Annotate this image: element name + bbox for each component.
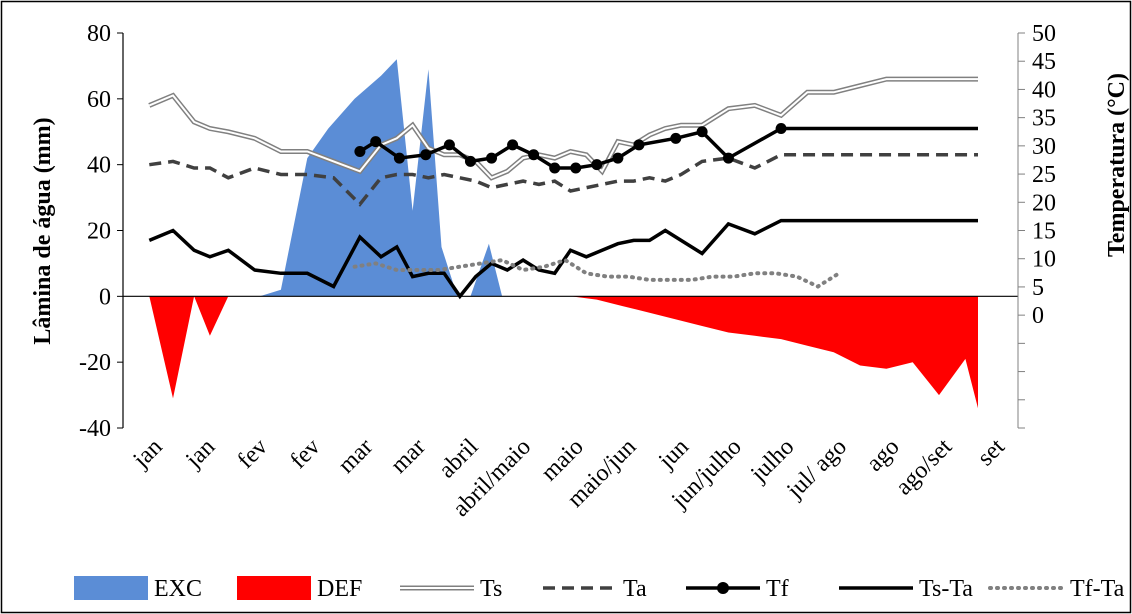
- legend-exc-swatch: [74, 576, 148, 600]
- line-ta: [149, 153, 978, 207]
- legend-ta-label: Ta: [623, 576, 647, 602]
- legend-tf-label: Tf: [766, 576, 789, 602]
- y-tick-label-right: 45: [1032, 49, 1056, 75]
- y-tick-label-right: 35: [1032, 106, 1056, 132]
- point-tf: [370, 136, 382, 148]
- point-tf: [507, 139, 519, 151]
- point-tf: [443, 139, 455, 151]
- y-tick-label-left: 60: [87, 87, 111, 113]
- point-tf: [420, 149, 432, 161]
- line-tf-ta: [352, 257, 841, 289]
- point-tf: [775, 122, 787, 134]
- point-tf: [722, 152, 734, 164]
- legend-tf-ta-label: Tf-Ta: [1070, 576, 1125, 602]
- area-layer: [149, 59, 979, 409]
- line-layer: [148, 76, 978, 300]
- legend-def-swatch: [237, 576, 311, 600]
- y-tick-label-left: 0: [99, 284, 111, 310]
- point-tf: [549, 162, 561, 174]
- line-ts-ta: [148, 218, 978, 300]
- point-tf: [591, 159, 603, 171]
- y-tick-label-left: 20: [87, 219, 111, 245]
- area-exc: [149, 59, 979, 297]
- point-tf: [696, 126, 708, 138]
- area-def: [149, 296, 979, 409]
- point-tf: [528, 149, 540, 161]
- legend-ts-ta-label: Ts-Ta: [919, 576, 973, 602]
- point-tf: [670, 132, 682, 144]
- y-tick-label-right: 0: [1032, 303, 1044, 329]
- point-tf: [486, 152, 498, 164]
- y-tick-label-right: 30: [1032, 134, 1056, 160]
- y-tick-label-right: 15: [1032, 219, 1056, 245]
- line-ts: [148, 78, 978, 179]
- y-tick-label-left: 80: [87, 21, 111, 47]
- point-tf: [633, 139, 645, 151]
- y-tick-label-right: 10: [1032, 247, 1056, 273]
- y-tick-label-right: 40: [1032, 77, 1056, 103]
- y-tick-label-left: -20: [79, 350, 111, 376]
- point-tf: [354, 146, 366, 157]
- y-tick-label-right: 50: [1032, 21, 1056, 47]
- legend-ts-label: Ts: [480, 576, 502, 602]
- point-tf: [464, 155, 476, 167]
- point-tf: [570, 162, 582, 174]
- y-tick-label-right: 20: [1032, 190, 1056, 216]
- y-tick-label-right: 5: [1032, 275, 1044, 301]
- y-axis-title-right: Temperatura (°C): [1104, 73, 1130, 257]
- axes-layer: [117, 32, 1025, 429]
- legend-def-label: DEF: [317, 576, 362, 602]
- y-axis-title-left: Lâmina de água (mm): [30, 117, 56, 344]
- point-tf: [612, 152, 624, 164]
- legend-tf-marker: [717, 582, 729, 594]
- legend-exc-label: EXC: [154, 576, 202, 602]
- y-tick-label-left: 40: [87, 153, 111, 179]
- y-tick-label-left: -40: [79, 416, 111, 442]
- y-tick-label-right: 25: [1032, 162, 1056, 188]
- point-tf: [393, 152, 405, 164]
- legend: EXC DEF Ts Ta Tf Ts-Ta Tf-Ta: [74, 576, 1125, 602]
